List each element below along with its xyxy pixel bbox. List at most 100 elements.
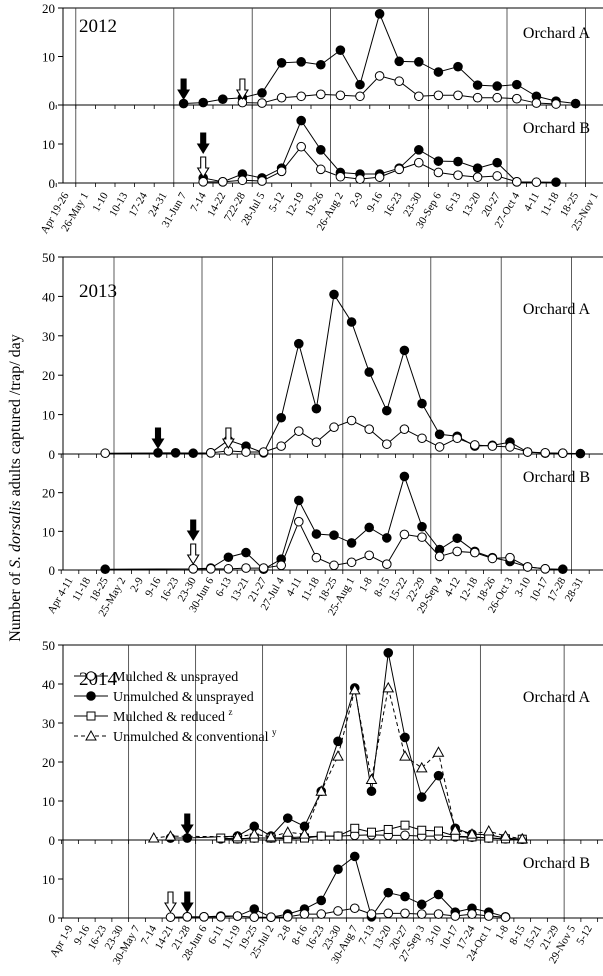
data-point-circle-open [512, 93, 522, 104]
data-point-circle-filled [311, 403, 322, 414]
legend-marker [86, 691, 96, 701]
orchard-label: Orchard A [523, 689, 591, 706]
data-point-mulched-reduced [367, 827, 376, 837]
data-point-unmulched-conventional [348, 683, 361, 695]
x-tick-label: 17-24 [127, 190, 150, 219]
y-tick-label: 10 [42, 408, 55, 423]
data-point-circle-filled [417, 521, 427, 532]
data-point-circle-open [335, 90, 346, 101]
data-point-circle-open [215, 912, 226, 922]
legend-marker [86, 711, 96, 721]
data-point-circle-open [433, 909, 444, 919]
x-tick-label: 10-13 [107, 190, 130, 219]
series-line-circle-open [105, 419, 563, 454]
data-point-circle-filled [249, 904, 260, 914]
data-point-circle-filled [294, 495, 304, 506]
data-point-unmulched-unsprayed [400, 732, 410, 743]
data-point-circle-open [258, 447, 269, 457]
orchard-label: Orchard B [523, 469, 590, 486]
data-point-circle-open [282, 912, 293, 922]
data-point-circle-open [470, 547, 480, 558]
x-tick-label: 5-12 [574, 924, 594, 947]
data-point-circle-filled [394, 56, 405, 67]
arrow-filled [177, 78, 191, 101]
data-point-circle-filled [416, 899, 427, 910]
data-point-circle-open [505, 442, 515, 452]
data-point-circle-filled [349, 851, 360, 862]
data-point-circle-filled [452, 533, 463, 544]
data-point-circle-open [414, 157, 424, 168]
data-point-circle-filled [364, 522, 375, 533]
data-point-circle-filled [335, 45, 346, 55]
data-point-circle-open [198, 177, 208, 187]
data-point-circle-open [237, 175, 248, 186]
orchard-label: Orchard A [523, 301, 591, 318]
data-point-circle-filled [257, 88, 267, 98]
data-point-circle-filled [311, 529, 322, 539]
arrow-filled [196, 132, 210, 155]
data-point-circle-open [472, 172, 483, 182]
data-point-circle-open [434, 551, 445, 562]
legend-footnote-mark: y [272, 727, 277, 737]
data-point-circle-filled [346, 538, 357, 548]
y-tick-label: 0 [49, 911, 56, 926]
data-point-unmulched-conventional [415, 761, 428, 773]
data-point-circle-filled [399, 471, 410, 482]
legend-marker [86, 671, 96, 681]
data-point-circle-open [374, 172, 385, 182]
data-point-circle-open [467, 909, 477, 919]
data-point-circle-open [316, 909, 327, 919]
data-point-circle-open [355, 91, 365, 102]
panel-2012-orchard-b: 0 10 Orchard B [42, 115, 603, 191]
data-point-unmulched-conventional [265, 830, 277, 842]
data-point-mulched-reduced [333, 831, 343, 841]
y-tick-label: 10 [42, 524, 55, 539]
arrow-open [164, 891, 177, 914]
data-point-mulched-unsprayed [400, 830, 410, 841]
data-point-circle-filled [294, 338, 304, 349]
data-point-circle-open [316, 89, 326, 100]
data-point-unmulched-unsprayed [416, 792, 427, 802]
x-tick-label: 13-20 [460, 190, 483, 219]
data-point-circle-filled [276, 412, 287, 423]
data-point-unmulched-conventional [382, 681, 395, 693]
x-tick-label: 11-18 [539, 190, 562, 218]
data-point-circle-open [531, 177, 542, 188]
data-point-circle-open [294, 516, 304, 527]
data-point-circle-open [400, 908, 410, 919]
data-point-circle-open [487, 553, 498, 564]
data-point-circle-open [452, 433, 463, 444]
data-point-circle-filled [218, 94, 228, 104]
data-point-circle-open [394, 164, 405, 175]
legend-footnote-mark: z [228, 707, 232, 717]
panel-2012-orchard-a: 0 10 20 Orchard A [42, 1, 603, 113]
y-tick-label: 30 [42, 716, 55, 731]
data-point-unmulched-conventional [482, 825, 495, 836]
data-point-circle-open [434, 442, 445, 452]
arrow-filled [180, 813, 194, 836]
data-point-circle-open [346, 415, 357, 426]
y-tick-label: 40 [42, 289, 55, 304]
y-tick-label: 10 [42, 137, 55, 152]
panel-2013-orchard-b: 0 10 20 Orchard B [42, 469, 603, 578]
y-axis-label: Number of S. dorsalis adults captured /t… [7, 334, 24, 642]
arrow-open [186, 543, 200, 566]
data-point-circle-filled [316, 59, 326, 70]
legend-label: Unmulched & conventional y [113, 727, 277, 745]
data-point-circle-filled [100, 564, 110, 575]
data-point-circle-open [232, 911, 243, 921]
data-point-unmulched-conventional [365, 773, 378, 785]
data-point-circle-open [433, 167, 444, 178]
data-point-circle-filled [364, 367, 375, 377]
data-point-circle-open [472, 92, 483, 103]
data-point-unmulched-conventional [231, 830, 244, 842]
data-point-circle-open [492, 171, 503, 181]
data-point-mulched-reduced [350, 823, 360, 833]
data-point-circle-open [433, 90, 444, 101]
data-point-circle-open [394, 76, 405, 87]
data-point-circle-open [355, 174, 365, 184]
data-point-circle-open [453, 90, 463, 101]
data-point-unmulched-unsprayed [333, 736, 343, 747]
